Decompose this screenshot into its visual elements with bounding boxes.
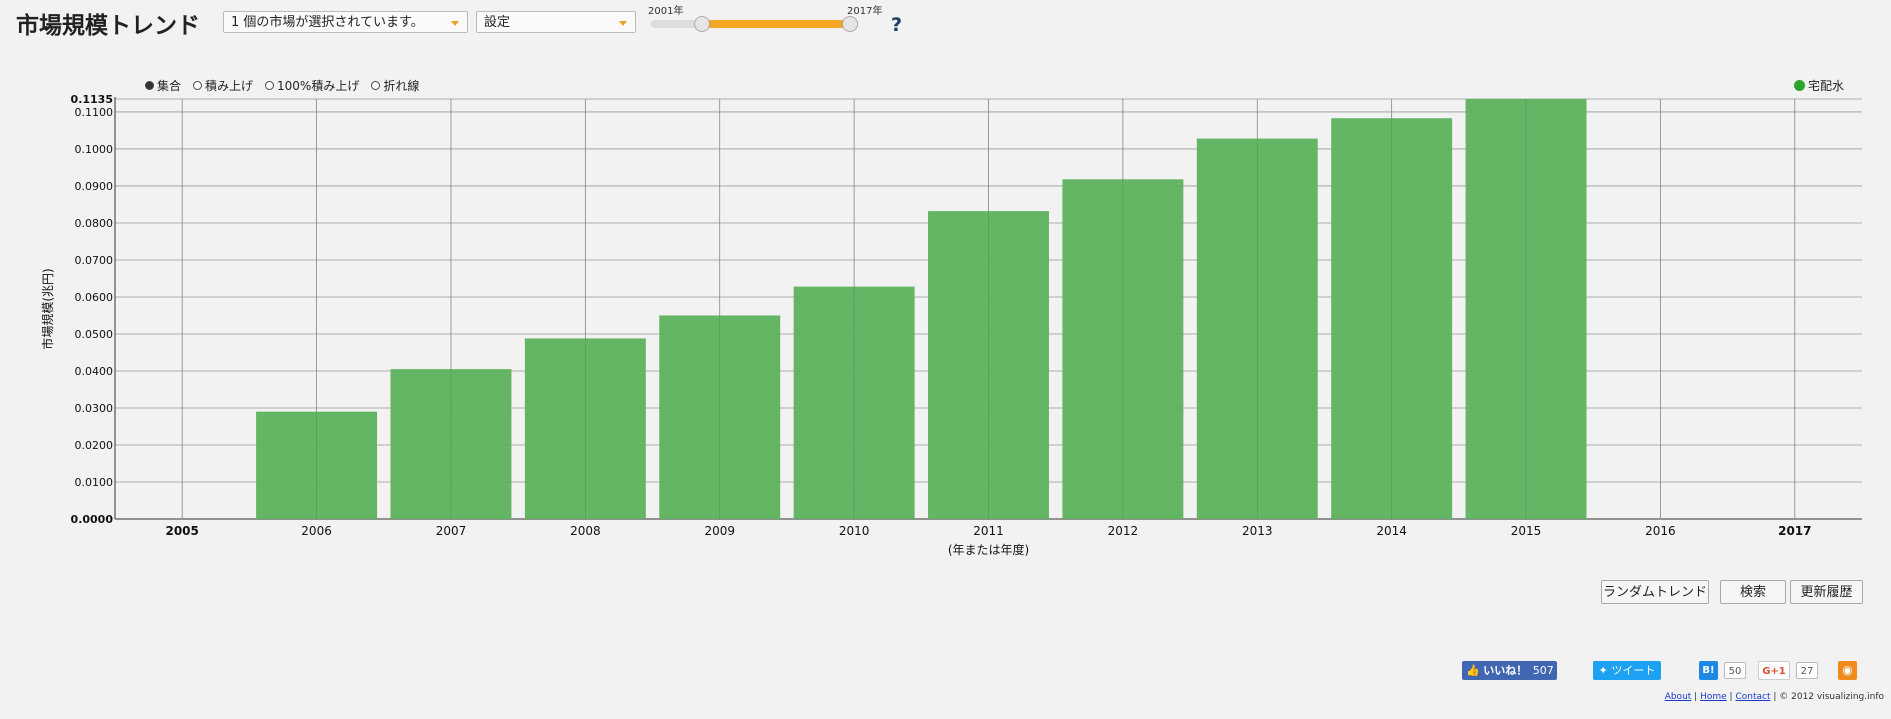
google-plus-button[interactable]: G+1 xyxy=(1758,661,1790,680)
search-button[interactable]: 検索 xyxy=(1720,580,1786,604)
y-tick-label: 0.0500 xyxy=(75,328,114,341)
x-tick-label: 2011 xyxy=(973,524,1004,538)
mode-line[interactable]: 折れ線 xyxy=(371,77,419,94)
like-label: いいね！ xyxy=(1483,664,1528,677)
about-link[interactable]: About xyxy=(1664,692,1692,702)
chart-legend[interactable]: 宅配水 xyxy=(1794,77,1844,94)
settings-select-value: 設定 xyxy=(484,15,511,30)
like-button[interactable]: 👍 いいね！ 507 xyxy=(1462,661,1557,680)
market-select-value: 1 個の市場が選択されています。 xyxy=(231,15,424,30)
y-tick-label: 0.0600 xyxy=(75,291,114,304)
x-axis-label: (年または年度) xyxy=(948,542,1029,557)
help-icon[interactable]: ? xyxy=(891,14,903,36)
contact-link[interactable]: Contact xyxy=(1735,692,1771,702)
hatena-count: 50 xyxy=(1724,662,1746,679)
x-tick-label: 2014 xyxy=(1376,524,1407,538)
mode-label: 折れ線 xyxy=(383,79,420,93)
x-tick-label: 2016 xyxy=(1645,524,1676,538)
chart-mode-options: 集合 積み上げ 100%積み上げ 折れ線 xyxy=(145,77,419,94)
tweet-button[interactable]: ✦ ツイート xyxy=(1593,661,1661,680)
y-tick-label: 0.0400 xyxy=(75,365,114,378)
range-end-handle[interactable] xyxy=(842,16,858,32)
tweet-label: ツイート xyxy=(1611,664,1656,677)
radio-icon xyxy=(145,81,154,90)
y-tick-label: 0.0200 xyxy=(75,439,114,452)
range-start-handle[interactable] xyxy=(694,16,710,32)
y-tick-label: 0.0100 xyxy=(75,476,114,489)
y-tick-label: 0.1000 xyxy=(75,143,114,156)
mode-grouped[interactable]: 集合 xyxy=(145,77,181,94)
mode-percent-stacked[interactable]: 100%積み上げ xyxy=(265,77,359,94)
thumbs-up-icon: 👍 xyxy=(1466,664,1480,677)
settings-select[interactable]: 設定 xyxy=(476,11,636,33)
range-start-label: 2001年 xyxy=(648,6,684,17)
copyright: | © 2012 visualizing.info xyxy=(1773,692,1884,702)
y-tick-label: 0.1100 xyxy=(75,106,114,119)
x-tick-label: 2006 xyxy=(301,524,332,538)
x-tick-label: 2013 xyxy=(1242,524,1273,538)
page-title: 市場規模トレンド xyxy=(16,13,200,39)
bar-chart: 0.0000 0.0100 0.0200 0.0300 0.0400 0.0500 0.06… xyxy=(40,93,1862,557)
radio-icon xyxy=(193,81,203,90)
mode-label: 積み上げ xyxy=(205,79,254,93)
legend-label: 宅配水 xyxy=(1808,79,1845,93)
x-tick-label: 2012 xyxy=(1108,524,1139,538)
range-end-label: 2017年 xyxy=(847,6,883,17)
radio-icon xyxy=(371,81,381,90)
gplus-count: 27 xyxy=(1796,662,1818,679)
radio-icon xyxy=(265,81,275,90)
x-tick-label: 2005 xyxy=(165,524,198,538)
market-select[interactable]: 1 個の市場が選択されています。 xyxy=(223,11,468,33)
x-tick-label: 2015 xyxy=(1511,524,1542,538)
x-tick-label: 2010 xyxy=(839,524,870,538)
x-tick-label: 2007 xyxy=(436,524,467,538)
x-tick-label: 2009 xyxy=(704,524,735,538)
x-tick-label: 2008 xyxy=(570,524,601,538)
footer: About | Home | Contact | © 2012 visualiz… xyxy=(1664,692,1884,702)
mode-label: 集合 xyxy=(157,79,182,93)
year-range-fill xyxy=(702,20,850,28)
chevron-down-icon xyxy=(619,21,627,26)
mode-stacked[interactable]: 積み上げ xyxy=(193,77,253,94)
like-count: 507 xyxy=(1532,664,1554,677)
chevron-down-icon xyxy=(451,21,459,26)
mode-label: 100%積み上げ xyxy=(277,79,360,93)
legend-dot-icon xyxy=(1794,80,1805,91)
twitter-bird-icon: ✦ xyxy=(1598,664,1608,677)
y-tick-label: 0.0800 xyxy=(75,217,114,230)
rss-icon[interactable]: ◉ xyxy=(1838,661,1857,680)
y-tick-label: 0.0900 xyxy=(75,180,114,193)
y-axis-label: 市場規模(兆円) xyxy=(40,268,55,349)
y-tick-label: 0.0000 xyxy=(71,513,114,526)
x-tick-label: 2017 xyxy=(1778,524,1811,538)
home-link[interactable]: Home xyxy=(1700,692,1727,702)
random-trend-button[interactable]: ランダムトレンド xyxy=(1601,580,1709,604)
history-button[interactable]: 更新履歴 xyxy=(1790,580,1863,604)
y-tick-label: 0.0300 xyxy=(75,402,114,415)
y-tick-label: 0.0700 xyxy=(75,254,114,267)
hatena-icon[interactable]: B! xyxy=(1699,661,1718,680)
y-tick-label: 0.1135 xyxy=(71,93,113,106)
